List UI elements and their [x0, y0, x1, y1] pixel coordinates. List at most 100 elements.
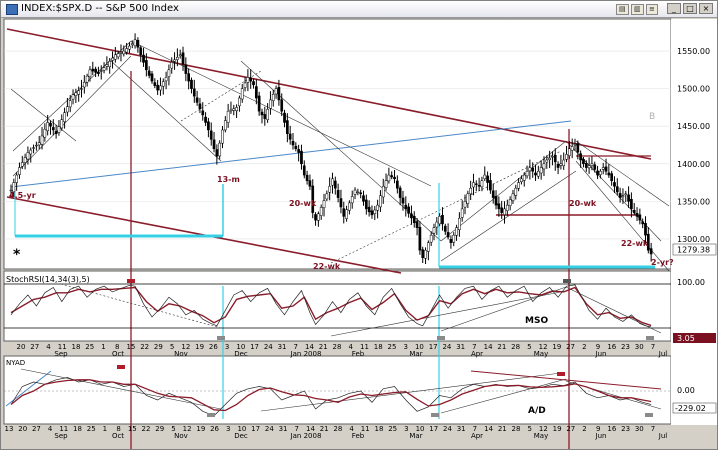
price-bar-body — [412, 215, 416, 224]
price-bar-body — [463, 201, 467, 208]
price-bar-body — [99, 70, 103, 72]
price-bar-body — [548, 157, 551, 160]
price-bar-body — [249, 77, 253, 82]
price-bar-body — [238, 97, 241, 107]
month-label: Oct — [112, 432, 124, 440]
price-bar-body — [613, 182, 616, 187]
date-tick-label: 3 — [404, 425, 408, 433]
date-tick-label: 9 — [596, 343, 600, 351]
price-bar-body — [9, 189, 13, 192]
price-bar-body — [305, 174, 309, 181]
close-button[interactable]: × — [699, 3, 713, 14]
price-bar-body — [286, 120, 289, 134]
date-tick-label: 13 — [5, 425, 14, 433]
window-titlebar[interactable]: INDEX:$SPX.D -- S&P 500 Index ▤ ▥ ≡ _ □ … — [1, 1, 717, 18]
price-bar-body — [398, 187, 402, 198]
price-bar-body — [142, 54, 145, 63]
date-tick-label: 26 — [210, 425, 219, 433]
price-bar-body — [559, 163, 563, 166]
price-bar-body — [427, 242, 430, 252]
price-bar-body — [615, 186, 619, 193]
price-bar-body — [387, 174, 391, 182]
date-tick-label: 7 — [473, 425, 477, 433]
stochrsi-tick-100: 100.00 — [677, 278, 705, 287]
price-bar-body — [235, 107, 238, 112]
trend-line-h — [440, 140, 567, 242]
ad-value-box — [672, 402, 717, 414]
date-tick-label: 3 — [403, 343, 407, 351]
price-bar-body — [20, 162, 24, 167]
stochrsi-value-box — [673, 333, 716, 343]
price-bar-body — [161, 81, 165, 87]
legend-b: B — [649, 112, 655, 122]
price-bar-body — [328, 186, 332, 193]
date-tick-label: 1 — [101, 343, 105, 351]
price-bar-body — [136, 39, 140, 48]
date-tick-label: 30 — [635, 425, 644, 433]
maximize-button[interactable]: □ — [683, 3, 697, 14]
date-tick-label: 27 — [30, 343, 39, 351]
price-bar-body — [520, 178, 523, 182]
date-tick-label: 7 — [651, 343, 655, 351]
date-tick-label: 12 — [539, 425, 548, 433]
date-tick-label: 21 — [319, 343, 328, 351]
price-bar-body — [102, 67, 106, 71]
price-bar-body — [40, 135, 44, 145]
price-bar-body — [596, 170, 599, 176]
price-tick-label: 1500.00 — [677, 85, 710, 94]
price-bar-body — [458, 218, 461, 231]
price-bar-body — [410, 213, 413, 219]
ad-marker-top-oct — [117, 365, 125, 369]
date-tick-label: 19 — [552, 343, 561, 351]
ad-tick-0: 0.00 — [677, 386, 695, 395]
date-tick-label: 11 — [360, 343, 369, 351]
price-bar-body — [32, 147, 35, 149]
price-bar-body — [449, 238, 453, 243]
price-tick-label: 1450.00 — [677, 122, 710, 131]
price-bar-body — [43, 128, 47, 138]
month-label: Jul — [658, 350, 668, 358]
minimize-button[interactable]: _ — [667, 3, 681, 14]
date-tick-label: 21 — [497, 343, 506, 351]
month-label: Oct — [112, 350, 124, 358]
date-tick-label: 19 — [553, 425, 562, 433]
chart-canvas: 1550.001500.001450.001400.001350.001300.… — [3, 18, 717, 449]
price-bar-body — [46, 122, 50, 132]
price-bar-body — [545, 159, 549, 163]
toolbar-mini-button-2[interactable]: ▥ — [631, 4, 644, 15]
price-bar-body — [229, 109, 233, 112]
price-bar-body — [269, 99, 272, 109]
price-bar-body — [500, 207, 504, 213]
price-bar-body — [359, 192, 363, 195]
ad-red-trend — [470, 370, 662, 390]
price-bar-body — [74, 92, 78, 96]
date-tick-label: 7 — [295, 425, 299, 433]
price-panel — [3, 18, 672, 270]
ad-line — [10, 377, 652, 417]
ad-panel — [3, 355, 672, 425]
price-bar-body — [54, 130, 58, 134]
date-tick-label: 2 — [582, 343, 586, 351]
date-tick-label: 11 — [59, 425, 68, 433]
price-bar-body — [119, 52, 123, 54]
price-bar-body — [18, 167, 21, 175]
price-bar-body — [221, 129, 224, 144]
price-bar-body — [153, 82, 157, 86]
price-bar-body — [49, 122, 52, 127]
date-tick-label: 29 — [155, 425, 164, 433]
price-bar-body — [587, 165, 591, 169]
label-20-wk-left: 20-wk — [289, 199, 317, 208]
price-bar-body — [145, 60, 148, 71]
price-bar-body — [283, 112, 286, 123]
price-bar-body — [415, 221, 419, 228]
price-bar-body — [469, 187, 473, 195]
price-bars — [9, 33, 653, 265]
price-bar-body — [460, 208, 464, 218]
date-tick-label: 31 — [457, 425, 466, 433]
price-bar-body — [551, 156, 554, 158]
price-bar-body — [291, 140, 295, 146]
toolbar-mini-button-3[interactable]: ≡ — [646, 4, 658, 15]
trend-line-i — [440, 170, 577, 262]
toolbar-mini-button-1[interactable]: ▤ — [616, 4, 629, 15]
